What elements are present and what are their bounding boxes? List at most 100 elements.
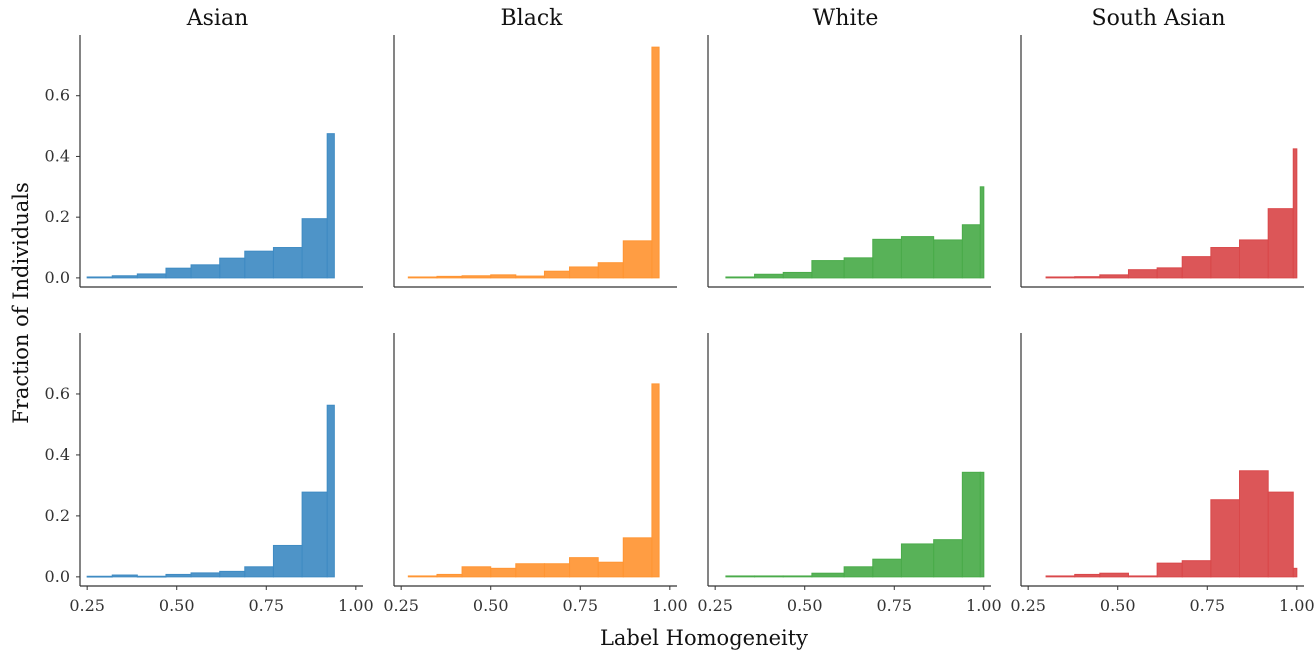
bar	[301, 218, 328, 279]
bar	[190, 264, 221, 279]
bar	[272, 247, 303, 279]
bar	[979, 471, 985, 578]
bar	[811, 260, 845, 279]
x-tick-label: 0.50	[159, 596, 195, 615]
bar	[1292, 567, 1298, 578]
bar	[1156, 562, 1183, 578]
bar	[569, 266, 599, 279]
panel-0-0: Asian 0.0 0.2 0.4 0.6	[45, 6, 363, 288]
bar	[1292, 148, 1298, 279]
bar	[961, 471, 981, 578]
bar	[1045, 575, 1076, 578]
bar	[754, 575, 784, 578]
x-tick-label: 0.50	[787, 596, 823, 615]
x-tick-label: 0.75	[1189, 596, 1225, 615]
bar	[244, 250, 274, 279]
bar	[1074, 276, 1101, 279]
bar	[900, 236, 935, 279]
panel-title: South Asian	[1092, 6, 1226, 31]
bar	[1267, 491, 1294, 578]
bar	[872, 238, 902, 279]
bar	[301, 491, 328, 578]
y-tick-label: 0.6	[45, 384, 70, 403]
bar	[461, 275, 492, 279]
panel-1-1: 0.25 0.50 0.75 1.00	[383, 333, 688, 615]
x-tick-label: 0.50	[473, 596, 509, 615]
bar	[651, 383, 660, 578]
y-tick-label: 0.2	[45, 506, 70, 525]
bar	[111, 275, 138, 279]
x-tick-label: 1.00	[966, 596, 1002, 615]
bar	[782, 575, 813, 578]
bar	[165, 573, 192, 578]
bar	[326, 133, 335, 279]
bar	[1181, 256, 1212, 279]
bar	[515, 275, 545, 279]
bar	[490, 567, 517, 578]
panel-title: Asian	[186, 6, 249, 31]
x-axis-label: Label Homogeneity	[600, 626, 808, 650]
bar	[111, 574, 138, 578]
bar	[811, 572, 845, 578]
bar	[843, 257, 874, 279]
x-tick-label: 0.25	[1010, 596, 1046, 615]
bar	[961, 224, 981, 279]
bar	[1210, 499, 1241, 578]
bar	[900, 543, 935, 578]
bar	[490, 274, 517, 279]
bar	[1181, 560, 1212, 578]
bar	[933, 239, 963, 279]
panel-1-3: 0.25 0.50 0.75 1.00	[1010, 333, 1315, 615]
x-tick-label: 0.75	[248, 596, 284, 615]
bar	[1239, 239, 1269, 279]
bar	[979, 186, 985, 279]
bar	[622, 537, 653, 578]
bar	[515, 563, 545, 578]
bar	[407, 575, 438, 578]
x-tick-label: 0.75	[876, 596, 912, 615]
bar	[1127, 269, 1158, 279]
bar	[86, 575, 113, 578]
y-tick-label: 0.6	[45, 86, 70, 105]
y-tick-label: 0.0	[45, 567, 70, 586]
panels-layer: Asian 0.0 0.2 0.4 0.6 Black White South Asian 0.…	[45, 6, 1315, 615]
bar	[543, 270, 571, 279]
x-tick-label: 0.75	[562, 596, 598, 615]
bar	[1156, 267, 1183, 279]
y-tick-label: 0.4	[45, 146, 70, 165]
bar	[136, 273, 167, 279]
x-tick-label: 0.25	[697, 596, 733, 615]
y-tick-label: 0.4	[45, 445, 70, 464]
bar	[1210, 247, 1241, 279]
bar	[461, 566, 492, 578]
bar	[326, 404, 335, 578]
y-tick-label: 0.2	[45, 207, 70, 226]
bar	[651, 46, 660, 279]
bar	[597, 262, 624, 279]
bar	[1239, 470, 1269, 578]
bar	[622, 240, 653, 279]
bar	[872, 558, 902, 578]
bar	[843, 566, 874, 578]
bar	[725, 575, 756, 578]
panel-title: Black	[501, 6, 564, 31]
x-tick-label: 0.25	[69, 596, 105, 615]
bar	[1127, 575, 1158, 578]
panel-title: White	[813, 6, 879, 31]
x-tick-label: 0.25	[383, 596, 419, 615]
panel-0-2: White	[707, 6, 991, 288]
bar	[272, 544, 303, 578]
bar	[1074, 573, 1101, 578]
bar	[436, 275, 463, 279]
panel-0-1: Black	[393, 6, 677, 288]
bar	[165, 267, 192, 279]
bar	[136, 575, 167, 578]
panel-1-2: 0.25 0.50 0.75 1.00	[697, 333, 1002, 615]
bar	[1045, 276, 1076, 279]
bar	[86, 276, 113, 279]
bar	[543, 563, 571, 578]
x-tick-label: 1.00	[1279, 596, 1315, 615]
panel-0-3: South Asian	[1020, 6, 1304, 288]
bar	[244, 566, 274, 578]
